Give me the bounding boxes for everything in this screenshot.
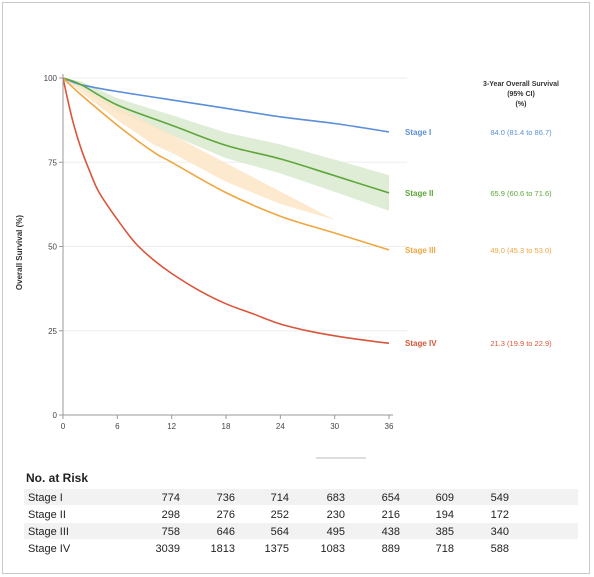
y-tick-label-25: 25	[48, 327, 57, 336]
axes: 0 25 50 75 100 0 6 12 18 24 30 36	[44, 74, 394, 431]
risk-cell: 758	[162, 526, 180, 538]
risk-cell: 736	[217, 492, 235, 504]
risk-row-bg	[24, 489, 578, 505]
risk-cell: 654	[382, 492, 400, 504]
survival-curves	[62, 77, 390, 344]
risk-row-label-stage-iv: Stage IV	[28, 543, 71, 555]
x-tick-label-24: 24	[276, 422, 285, 431]
x-tick-label-30: 30	[330, 422, 339, 431]
risk-table-title: No. at Risk	[26, 471, 88, 485]
legend-header-line-2: (%)	[516, 101, 527, 108]
ci-band-stage-ii	[63, 78, 389, 211]
y-axis-label: Overall Survival (%)	[15, 215, 24, 290]
risk-cell: 774	[162, 492, 180, 504]
stage-label-stage-iv: Stage IV	[405, 339, 437, 348]
stage-label-stage-i: Stage I	[405, 128, 431, 137]
risk-cell: 276	[217, 509, 235, 521]
risk-cell: 588	[491, 543, 509, 555]
survival-stat-stage-iv: 21.3 (19.9 to 22.9)	[490, 339, 552, 348]
risk-cell: 1083	[321, 543, 345, 555]
risk-cell: 216	[382, 509, 400, 521]
y-tick-label-50: 50	[48, 243, 57, 252]
risk-cell: 340	[491, 526, 509, 538]
risk-cell: 1813	[211, 543, 235, 555]
survival-stat-stage-i: 84.0 (81.4 to 86.7)	[490, 128, 552, 137]
risk-cell: 646	[217, 526, 235, 538]
risk-table: No. at Risk Stage I 774 736 714 683 654 609 549…	[24, 471, 578, 555]
risk-cell: 889	[382, 543, 400, 555]
curve-stage-iv	[62, 77, 390, 344]
legend-header-line-1: (95% CI)	[507, 91, 535, 98]
x-tick-label-0: 0	[61, 422, 66, 431]
risk-cell: 714	[271, 492, 289, 504]
y-tick-label-100: 100	[44, 74, 58, 83]
confidence-bands	[63, 78, 389, 220]
ci-band-stage-iii	[63, 78, 335, 220]
risk-cell: 564	[271, 526, 289, 538]
risk-cell: 3039	[156, 543, 180, 555]
risk-cell: 718	[436, 543, 454, 555]
stage-label-stage-ii: Stage II	[405, 189, 433, 198]
risk-row-label-stage-iii: Stage III	[28, 526, 69, 538]
x-tick-label-6: 6	[115, 422, 120, 431]
survival-stat-stage-iii: 49.0 (45.3 to 53.0)	[490, 246, 552, 255]
risk-cell: 549	[491, 492, 509, 504]
risk-cell: 683	[327, 492, 345, 504]
grid-lines	[63, 77, 407, 332]
risk-cell: 438	[382, 526, 400, 538]
survival-stat-stage-ii: 65.9 (60.6 to 71.6)	[490, 189, 552, 198]
risk-cell: 172	[491, 509, 509, 521]
legend-header-line-0: 3-Year Overall Survival	[483, 81, 559, 88]
risk-cell: 252	[271, 509, 289, 521]
y-tick-label-75: 75	[48, 158, 57, 167]
curve-stage-ii	[62, 77, 390, 194]
risk-cell: 495	[327, 526, 345, 538]
risk-cell: 1375	[265, 543, 289, 555]
curve-stage-iii	[62, 77, 390, 251]
risk-cell: 194	[436, 509, 454, 521]
stage-label-stage-iii: Stage III	[405, 246, 436, 255]
risk-row-label-stage-i: Stage I	[28, 492, 63, 504]
x-tick-label-18: 18	[222, 422, 231, 431]
y-tick-label-0: 0	[53, 411, 58, 420]
risk-row-label-stage-ii: Stage II	[28, 509, 66, 521]
risk-cell: 609	[436, 492, 454, 504]
legend: Stage I 84.0 (81.4 to 86.7) Stage II 65.9 (…	[405, 81, 559, 348]
x-tick-label-36: 36	[385, 422, 394, 431]
risk-cell: 385	[436, 526, 454, 538]
x-tick-label-12: 12	[167, 422, 176, 431]
risk-cell: 298	[162, 509, 180, 521]
risk-row-bg	[24, 523, 578, 539]
risk-cell: 230	[327, 509, 345, 521]
